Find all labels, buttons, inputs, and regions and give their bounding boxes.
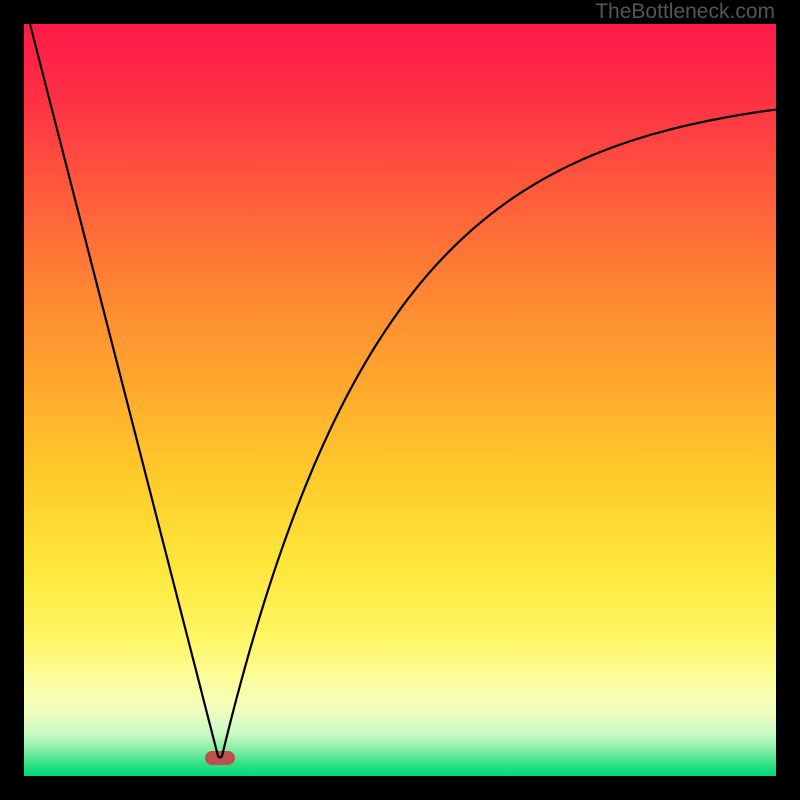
gradient-background	[24, 24, 776, 776]
watermark-text: TheBottleneck.com	[595, 0, 775, 24]
chart-stage: TheBottleneck.com	[0, 0, 800, 800]
plot-svg	[0, 0, 800, 800]
